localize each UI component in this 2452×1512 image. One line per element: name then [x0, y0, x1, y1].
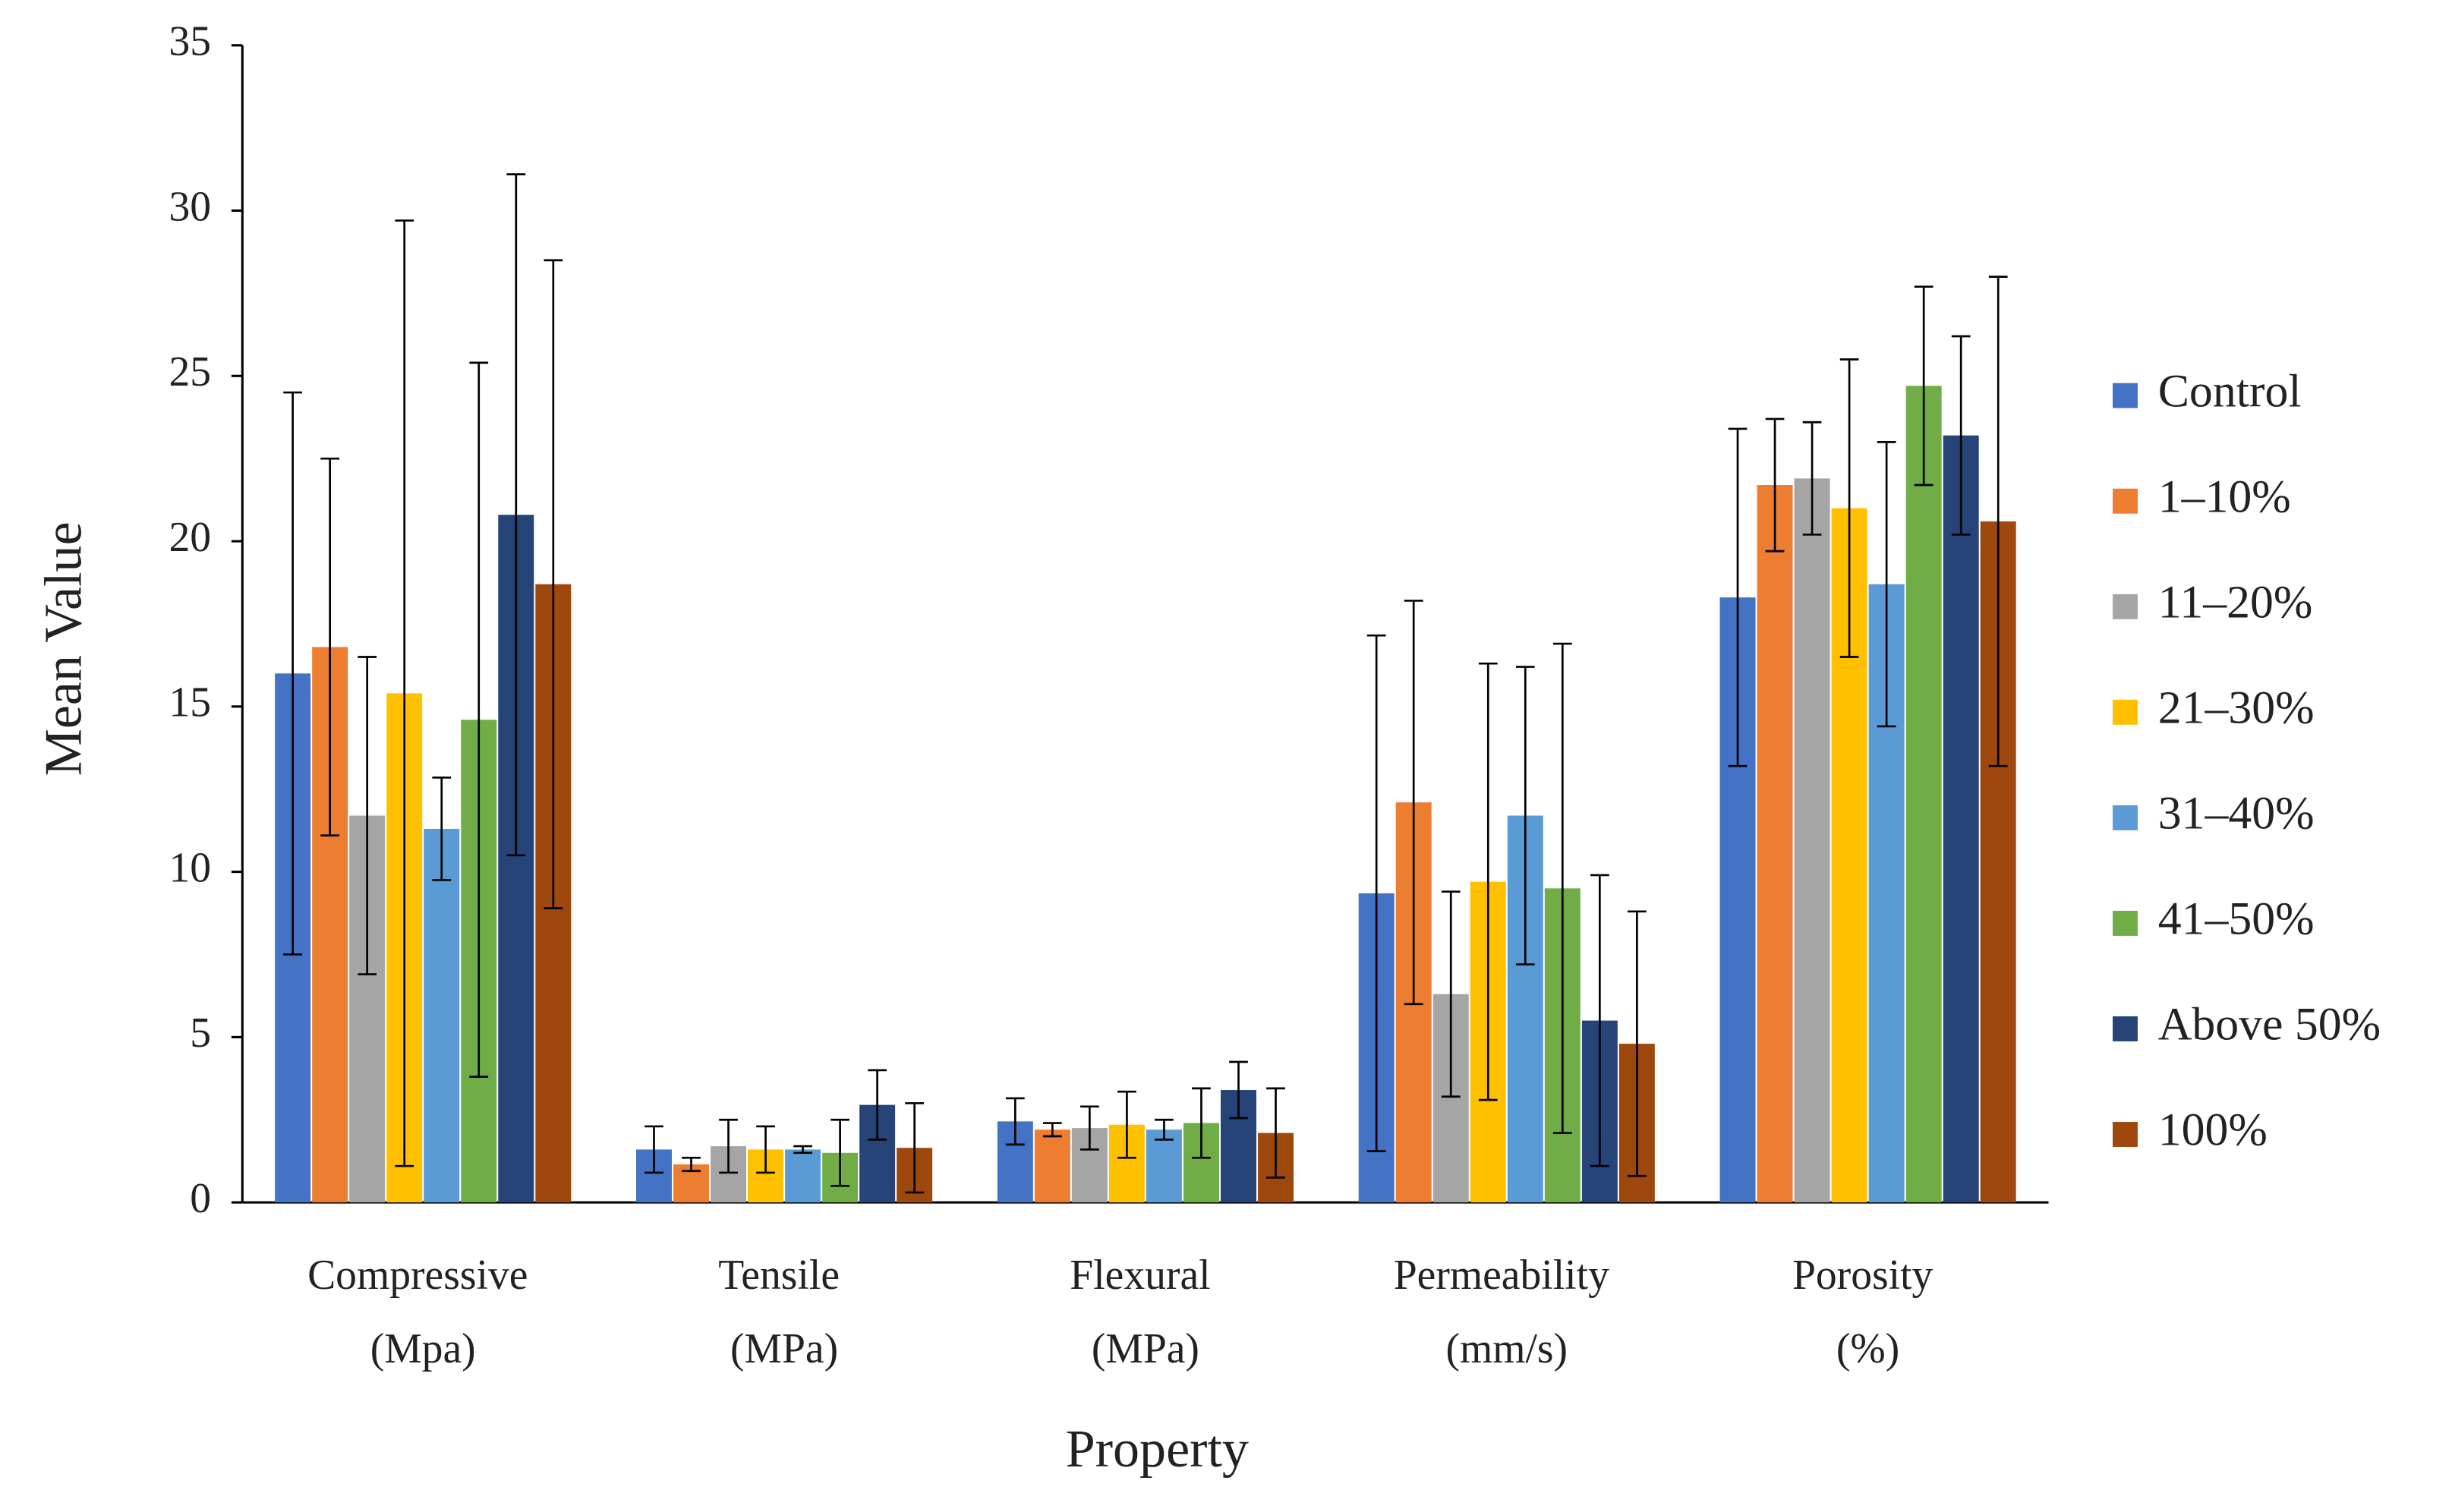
error-bar: [682, 1156, 701, 1173]
x-tick-label: Permeability (mm/s): [1394, 1252, 1620, 1372]
legend-swatch: [2112, 1122, 2138, 1147]
error-bar: [1765, 417, 1785, 553]
error-bar: [1590, 874, 1609, 1167]
y-axis-title: Mean Value: [35, 521, 93, 776]
y-tick-label: 0: [190, 1175, 211, 1222]
error-bar: [1441, 890, 1461, 1098]
legend-swatch: [2112, 594, 2138, 619]
y-tick-label: 35: [169, 18, 211, 65]
legend-label: Above 50%: [2158, 999, 2381, 1051]
y-tick-label: 30: [169, 183, 211, 230]
error-bar: [830, 1118, 849, 1187]
error-bar: [793, 1145, 812, 1154]
error-bar: [432, 776, 452, 881]
bar: [1757, 485, 1793, 1203]
error-bar: [358, 656, 377, 975]
error-bar: [283, 391, 302, 956]
bar: [1943, 435, 1979, 1203]
error-bar: [1802, 421, 1822, 536]
bar: [1905, 386, 1942, 1203]
error-bar: [1478, 662, 1498, 1101]
error-bar: [1988, 276, 2008, 767]
error-bar: [1552, 642, 1572, 1134]
legend-label: 11–20%: [2158, 576, 2313, 628]
legend-swatch: [2112, 383, 2138, 408]
error-bar: [1005, 1097, 1025, 1146]
error-bar: [1627, 910, 1647, 1177]
x-axis-title: Property: [1066, 1420, 1249, 1479]
error-bar: [1266, 1087, 1285, 1179]
error-bar: [469, 361, 489, 1078]
error-bar: [320, 457, 340, 837]
x-tick-label: Porosity (%): [1792, 1252, 1943, 1372]
error-bar: [756, 1125, 775, 1174]
error-bar: [1229, 1060, 1248, 1120]
bar: [1034, 1129, 1070, 1203]
error-bar: [1515, 666, 1535, 965]
legend-swatch: [2112, 805, 2138, 830]
error-bar: [506, 173, 526, 857]
legend-label: Control: [2158, 365, 2302, 417]
legend-swatch: [2112, 699, 2138, 725]
error-bar: [1366, 634, 1386, 1152]
error-bar: [1117, 1090, 1136, 1159]
y-tick-label: 25: [169, 348, 211, 395]
y-tick-label: 20: [169, 514, 211, 561]
x-tick-label: Tensile (MPa): [718, 1252, 850, 1372]
error-bar: [544, 259, 563, 909]
legend-label: 31–40%: [2158, 788, 2315, 839]
y-tick-label: 5: [190, 1010, 211, 1057]
error-bar: [1192, 1087, 1211, 1159]
y-tick-label: 10: [169, 844, 211, 891]
error-bar: [1914, 285, 1934, 487]
error-bar: [1877, 441, 1896, 728]
error-bar: [905, 1102, 925, 1194]
x-tick-label: Flexural (MPa): [1070, 1252, 1221, 1372]
error-bar: [1951, 335, 1971, 536]
error-bar: [1839, 358, 1859, 658]
bar: [785, 1149, 821, 1203]
legend-label: 100%: [2158, 1104, 2268, 1156]
legend-label: 21–30%: [2158, 682, 2315, 734]
bar: [424, 828, 460, 1203]
x-tick-label: Compressive (Mpa): [307, 1252, 538, 1372]
y-tick-label: 15: [169, 679, 211, 726]
error-bar: [395, 219, 414, 1167]
error-bar: [645, 1125, 663, 1174]
error-bar: [1042, 1122, 1062, 1138]
bar: [1794, 478, 1830, 1203]
legend-swatch: [2112, 1016, 2138, 1041]
error-bar: [1404, 600, 1423, 1006]
error-bar: [868, 1069, 887, 1141]
bar: [1146, 1129, 1182, 1203]
error-bar: [1155, 1118, 1174, 1141]
legend-swatch: [2112, 488, 2138, 514]
legend-label: 1–10%: [2158, 471, 2291, 522]
error-bar: [719, 1118, 738, 1174]
error-bar: [1728, 427, 1748, 767]
legend-swatch: [2112, 910, 2138, 936]
error-bar: [1080, 1105, 1099, 1151]
legend-label: 41–50%: [2158, 893, 2315, 945]
